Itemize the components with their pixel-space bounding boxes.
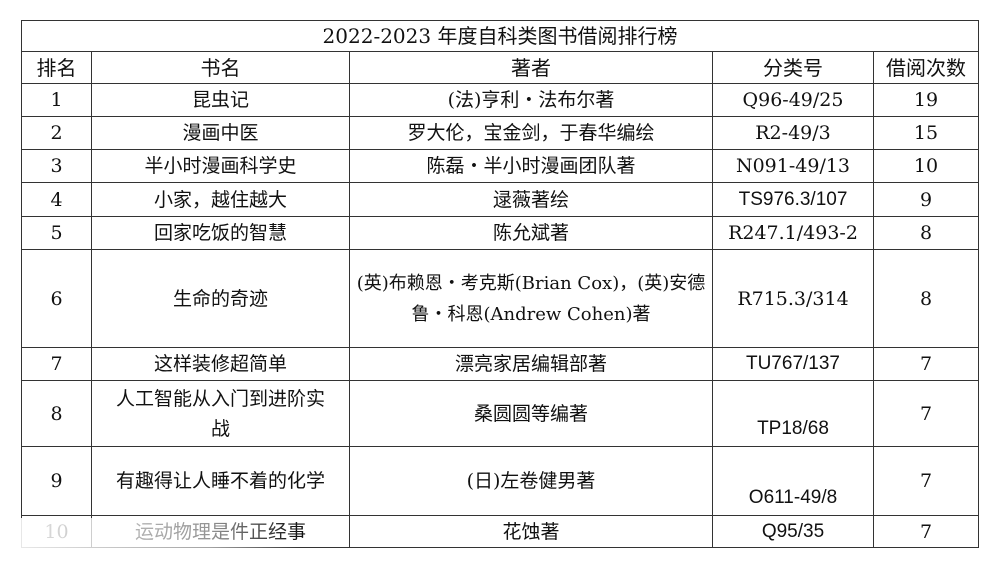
book-title-cell: 有趣得让人睡不着的化学	[91, 446, 350, 516]
author-cell: 陈磊・半小时漫画团队著	[349, 149, 713, 183]
rank-cell: 7	[21, 347, 92, 381]
author-cell: (法)亨利・法布尔著	[349, 83, 713, 117]
author-cell: 桑圆圆等编著	[349, 380, 713, 447]
author-cell: (日)左卷健男著	[349, 446, 713, 516]
book-title-cell: 漫画中医	[91, 116, 350, 150]
count-cell: 19	[872, 83, 980, 117]
count-cell: 7	[872, 446, 980, 516]
count-cell: 7	[872, 380, 980, 447]
count-cell: 8	[872, 249, 980, 348]
book-title-cell: 昆虫记	[91, 83, 350, 117]
class-no-cell: R715.3/314	[712, 249, 874, 348]
table-row: 9 有趣得让人睡不着的化学 (日)左卷健男著 O611-49/8 7	[21, 446, 980, 516]
table-row: 2 漫画中医 罗大伦，宝金剑，于春华编绘 R2-49/3 15	[21, 116, 980, 150]
book-title-cell: 这样装修超简单	[91, 347, 350, 381]
book-title-cell: 人工智能从入门到进阶实战	[91, 380, 350, 447]
count-cell: 15	[872, 116, 980, 150]
count-cell: 9	[872, 182, 980, 217]
book-title-cell: 回家吃饭的智慧	[91, 216, 350, 250]
class-no-cell: Q95/35	[712, 515, 874, 548]
table-row: 1 昆虫记 (法)亨利・法布尔著 Q96-49/25 19	[21, 83, 980, 117]
class-no-cell: R2-49/3	[712, 116, 874, 150]
book-title-cell: 生命的奇迹	[91, 249, 350, 348]
author-cell: 陈允斌著	[349, 216, 713, 250]
rank-cell: 10	[21, 515, 92, 548]
author-cell: 花蚀著	[349, 515, 713, 548]
class-no-cell: O611-49/8	[712, 446, 874, 516]
count-cell: 10	[872, 149, 980, 183]
header-class-no: 分类号	[712, 51, 874, 84]
class-no-cell: TU767/137	[712, 347, 874, 381]
ranking-table: 2022-2023 年度自科类图书借阅排行榜 排名 书名 著者 分类号 借阅次数…	[20, 20, 980, 548]
rank-cell: 8	[21, 380, 92, 447]
rank-cell: 5	[21, 216, 92, 250]
class-no-cell: TP18/68	[712, 380, 874, 447]
book-title-cell: 半小时漫画科学史	[91, 149, 350, 183]
table-title: 2022-2023 年度自科类图书借阅排行榜	[20, 20, 980, 52]
class-no-cell: TS976.3/107	[712, 182, 874, 217]
table-row: 3 半小时漫画科学史 陈磊・半小时漫画团队著 N091-49/13 10	[21, 149, 980, 183]
book-title-cell: 运动物理是件正经事	[91, 515, 350, 548]
count-cell: 7	[872, 347, 980, 381]
author-cell: 漂亮家居编辑部著	[349, 347, 713, 381]
count-cell: 7	[872, 515, 980, 548]
class-no-cell: N091-49/13	[712, 149, 874, 183]
rank-cell: 6	[21, 249, 92, 348]
rank-cell: 3	[21, 149, 92, 183]
book-title-cell: 小家，越住越大	[91, 182, 350, 217]
header-row: 排名 书名 著者 分类号 借阅次数	[21, 51, 980, 84]
table-row: 5 回家吃饭的智慧 陈允斌著 R247.1/493-2 8	[21, 216, 980, 250]
count-cell: 8	[872, 216, 980, 250]
table-row: 10 运动物理是件正经事 花蚀著 Q95/35 7	[21, 515, 980, 548]
header-count: 借阅次数	[872, 51, 980, 84]
table-row: 7 这样装修超简单 漂亮家居编辑部著 TU767/137 7	[21, 347, 980, 381]
rank-cell: 1	[21, 83, 92, 117]
rank-cell: 9	[21, 446, 92, 516]
class-no-cell: R247.1/493-2	[712, 216, 874, 250]
table-row: 8 人工智能从入门到进阶实战 桑圆圆等编著 TP18/68 7	[21, 380, 980, 447]
class-no-cell: Q96-49/25	[712, 83, 874, 117]
table-row: 4 小家，越住越大 逯薇著绘 TS976.3/107 9	[21, 182, 980, 217]
header-rank: 排名	[21, 51, 92, 84]
table-row: 6 生命的奇迹 (英)布赖恩・考克斯(Brian Cox)，(英)安德鲁・科恩(…	[21, 249, 980, 348]
author-cell: 逯薇著绘	[349, 182, 713, 217]
rank-cell: 4	[21, 182, 92, 217]
rank-cell: 2	[21, 116, 92, 150]
author-cell: (英)布赖恩・考克斯(Brian Cox)，(英)安德鲁・科恩(Andrew C…	[349, 249, 713, 348]
header-title: 书名	[91, 51, 350, 84]
header-author: 著者	[349, 51, 713, 84]
author-cell: 罗大伦，宝金剑，于春华编绘	[349, 116, 713, 150]
